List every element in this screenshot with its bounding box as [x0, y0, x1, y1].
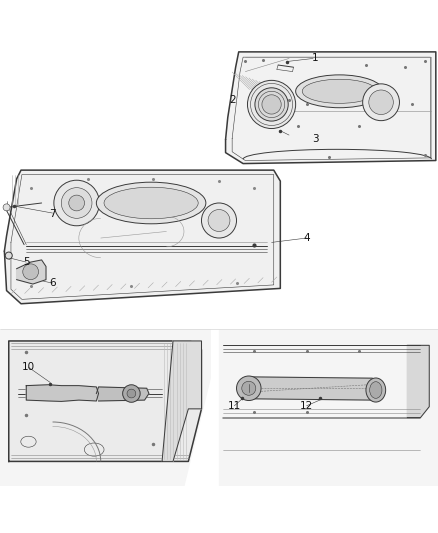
Circle shape [69, 195, 85, 211]
Text: 3: 3 [312, 134, 319, 144]
Ellipse shape [296, 75, 383, 108]
Circle shape [208, 209, 230, 231]
Text: 12: 12 [300, 401, 313, 411]
Ellipse shape [302, 79, 377, 103]
Polygon shape [9, 341, 201, 462]
Circle shape [247, 80, 296, 128]
Text: 11: 11 [228, 401, 241, 411]
Polygon shape [17, 260, 46, 284]
Circle shape [237, 376, 261, 400]
Text: 2: 2 [229, 95, 236, 105]
Polygon shape [96, 387, 149, 401]
Polygon shape [219, 330, 438, 486]
Circle shape [127, 389, 136, 398]
Polygon shape [0, 330, 210, 486]
Text: 10: 10 [22, 362, 35, 372]
Circle shape [262, 95, 281, 114]
Circle shape [54, 180, 99, 226]
Ellipse shape [370, 382, 382, 398]
Ellipse shape [96, 182, 206, 224]
Polygon shape [226, 52, 436, 164]
Circle shape [23, 264, 39, 280]
Text: 1: 1 [312, 53, 319, 63]
Circle shape [369, 90, 393, 115]
Circle shape [3, 204, 10, 211]
Circle shape [61, 188, 92, 219]
Text: 6: 6 [49, 278, 56, 288]
Polygon shape [26, 385, 99, 401]
Circle shape [123, 385, 140, 402]
Polygon shape [4, 170, 280, 304]
Circle shape [5, 252, 12, 259]
Circle shape [201, 203, 237, 238]
Polygon shape [239, 377, 381, 400]
Circle shape [255, 88, 288, 121]
Ellipse shape [104, 187, 198, 219]
Text: 4: 4 [303, 233, 310, 243]
Text: 7: 7 [49, 209, 56, 219]
Text: 5: 5 [23, 257, 30, 267]
Ellipse shape [366, 378, 385, 402]
Polygon shape [407, 345, 429, 418]
Circle shape [242, 381, 256, 395]
Circle shape [363, 84, 399, 120]
Polygon shape [162, 341, 201, 462]
